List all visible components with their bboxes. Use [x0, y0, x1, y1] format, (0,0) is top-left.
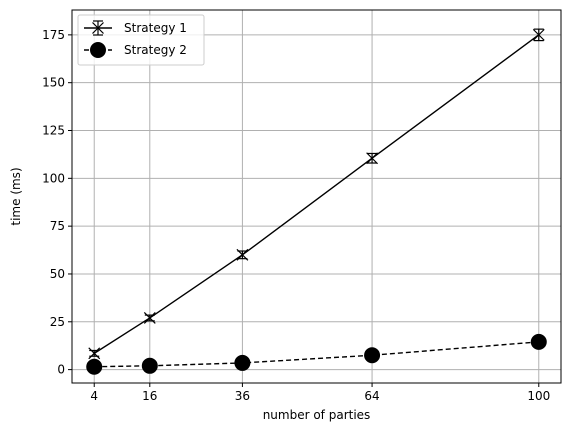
x-tick-label: 4 [90, 389, 98, 403]
legend-entries: Strategy 1 Strategy 2 [84, 20, 187, 58]
x-axis-label: number of parties [263, 408, 371, 422]
data-point [366, 152, 378, 165]
y-tick-label: 75 [50, 219, 65, 233]
marker-stroke [532, 28, 545, 41]
data-point [143, 312, 156, 324]
series-line [94, 341, 539, 368]
marker-stroke [366, 152, 378, 165]
x-tick-label: 100 [527, 389, 550, 403]
data-point [532, 28, 545, 41]
ticks-layer: 4 16 36 64 100 0 25 50 75 100 125 150 175 [42, 28, 550, 403]
y-axis-label: time (ms) [9, 167, 23, 225]
legend-label: Strategy 2 [124, 43, 187, 57]
series-2 [86, 333, 547, 375]
legend: Strategy 1 Strategy 2 [77, 14, 205, 66]
data-point [86, 358, 103, 375]
y-tick-label: 25 [50, 315, 65, 329]
y-tick-label: 0 [57, 363, 65, 377]
x-tick-label: 16 [142, 389, 157, 403]
grid-layer [72, 10, 561, 383]
data-point [364, 347, 381, 364]
data-point [530, 333, 547, 350]
marker-stroke [236, 248, 249, 261]
y-tick-label: 50 [50, 267, 65, 281]
y-tick-label: 175 [42, 28, 65, 42]
y-tick-label: 125 [42, 124, 65, 138]
x-tick-label: 36 [235, 389, 250, 403]
legend-entry-1: Strategy 1 [84, 20, 187, 36]
marker-stroke [88, 347, 101, 360]
y-tick-label: 150 [42, 76, 65, 90]
marker-stroke [92, 22, 104, 34]
legend-marker [92, 22, 104, 34]
data-point [234, 354, 251, 371]
legend-label: Strategy 1 [124, 21, 187, 35]
marker-stroke [143, 312, 156, 324]
data-point [236, 248, 249, 261]
y-tick-label: 100 [42, 171, 65, 185]
series-layer [86, 28, 547, 375]
plot-frame [71, 9, 562, 384]
x-tick-label: 64 [364, 389, 379, 403]
legend-entry-2: Strategy 2 [84, 42, 187, 58]
data-point [141, 357, 158, 374]
series-1 [88, 28, 545, 360]
legend-marker [90, 42, 106, 58]
data-point [88, 347, 101, 360]
